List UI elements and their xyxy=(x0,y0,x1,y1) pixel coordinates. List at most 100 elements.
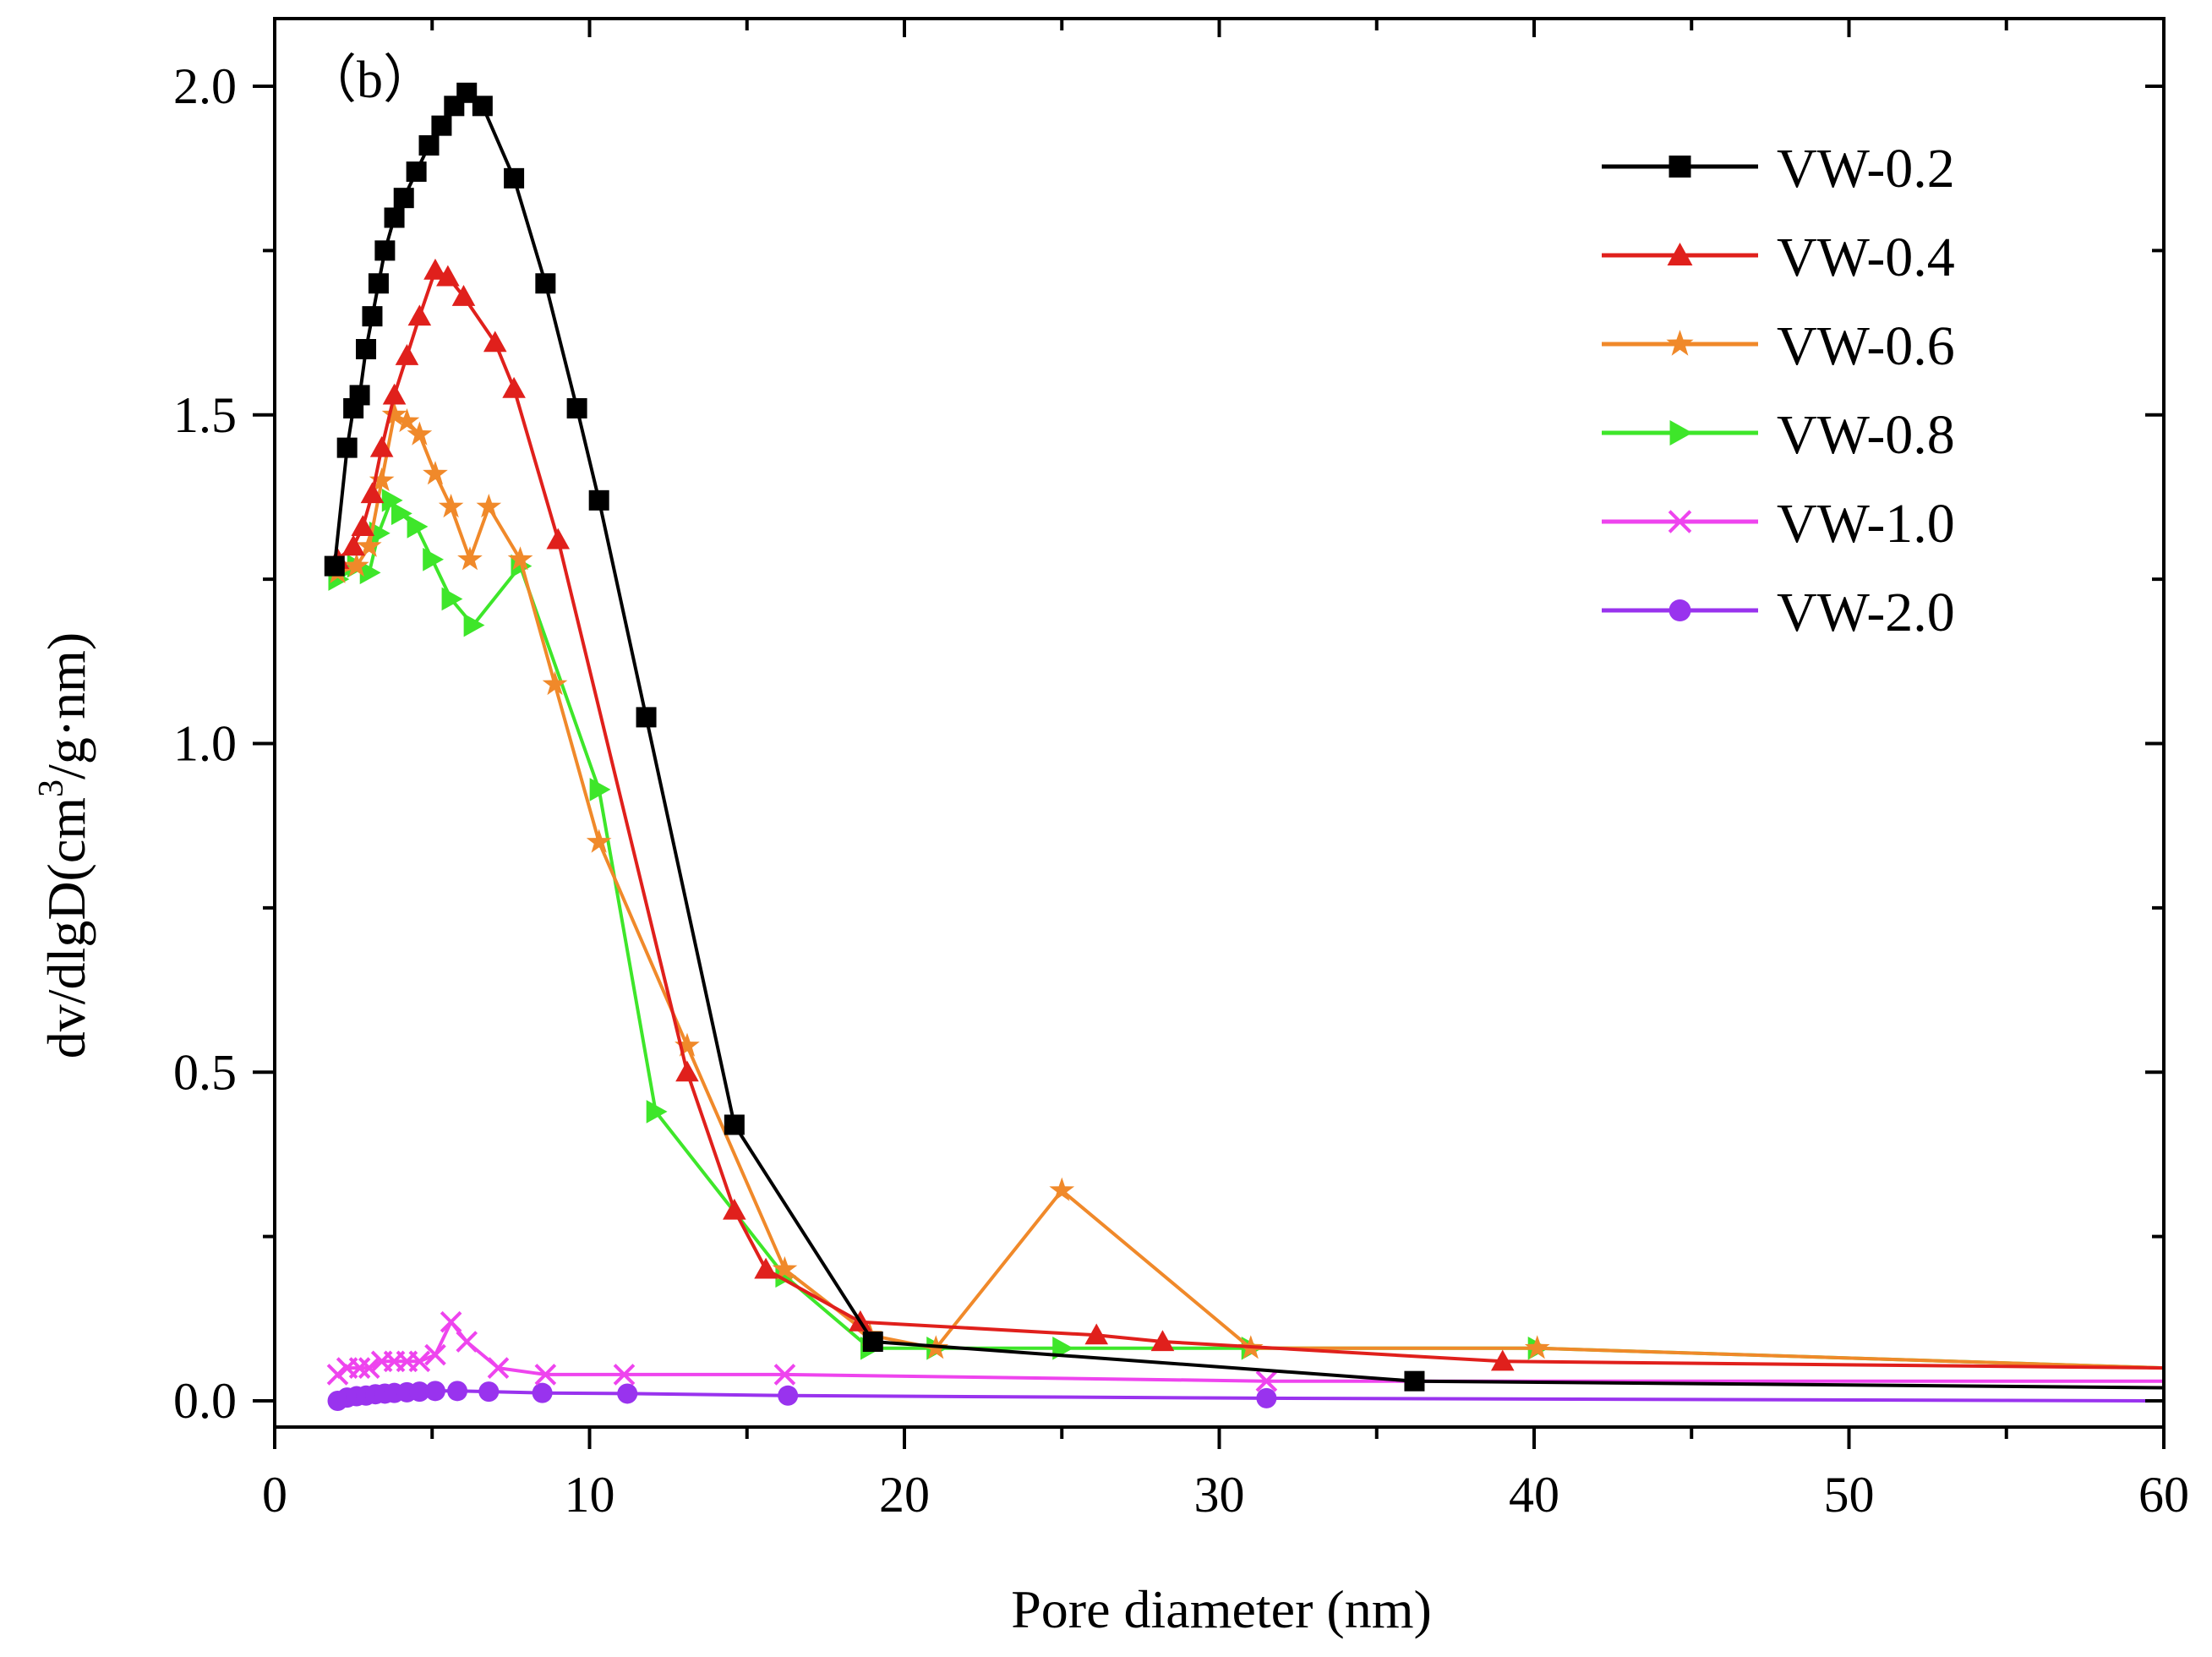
data-point-vw-0.6 xyxy=(407,421,433,446)
y-tick-label: 1.5 xyxy=(173,387,237,443)
legend-label: VW-0.6 xyxy=(1777,315,1955,377)
legend-label: VW-1.0 xyxy=(1777,493,1955,555)
legend-marker xyxy=(1669,420,1693,446)
data-point-vw-0.2 xyxy=(862,1332,883,1353)
series-line-vw-0.4 xyxy=(336,268,2164,1370)
data-point-vw-1.0 xyxy=(1255,1370,1278,1392)
data-point-vw-0.6 xyxy=(438,494,464,518)
data-point-vw-0.2 xyxy=(535,273,556,294)
y-axis-title-tail: /g·nm) xyxy=(36,632,96,779)
data-point-vw-0.2 xyxy=(374,240,396,261)
legend-marker xyxy=(1666,330,1694,356)
data-point-vw-0.4 xyxy=(423,258,447,280)
series-vw-1.0 xyxy=(326,1310,2164,1392)
data-point-vw-0.4 xyxy=(483,331,507,353)
x-tick-label: 20 xyxy=(879,1467,930,1523)
data-point-vw-0.2 xyxy=(349,385,370,406)
data-point-vw-2.0 xyxy=(617,1383,638,1404)
data-point-vw-0.6 xyxy=(675,1032,700,1057)
data-point-vw-0.4 xyxy=(675,1060,699,1082)
series-vw-0.2 xyxy=(324,82,2164,1392)
y-axis-title-superscript: 3 xyxy=(32,779,71,797)
y-axis-title: dv/dlgD(cm3/g·nm) xyxy=(32,632,96,1058)
y-tick-label: 1.0 xyxy=(173,716,237,772)
data-point-vw-0.4 xyxy=(451,285,476,306)
x-tick-label: 60 xyxy=(2138,1467,2189,1523)
data-point-vw-1.0 xyxy=(408,1350,431,1373)
data-point-vw-0.4 xyxy=(546,528,571,550)
data-point-vw-0.4 xyxy=(369,435,394,457)
x-tick-label: 0 xyxy=(262,1467,287,1523)
data-point-vw-2.0 xyxy=(424,1381,445,1402)
data-point-vw-0.2 xyxy=(384,207,405,228)
data-point-vw-0.8 xyxy=(423,548,445,571)
data-point-vw-2.0 xyxy=(532,1382,553,1403)
data-point-vw-1.0 xyxy=(358,1357,380,1379)
y-tick-label: 2.0 xyxy=(173,58,237,114)
data-point-vw-0.2 xyxy=(588,489,609,511)
data-point-vw-0.2 xyxy=(472,96,493,117)
data-point-vw-0.2 xyxy=(356,339,377,359)
legend-item-vw-0.2: VW-0.2 xyxy=(1602,138,1955,200)
data-point-vw-0.4 xyxy=(1490,1349,1515,1371)
data-point-vw-0.4 xyxy=(754,1257,778,1279)
legend-marker xyxy=(1669,599,1691,621)
legend-item-vw-1.0: VW-1.0 xyxy=(1602,493,1955,555)
data-point-vw-0.4 xyxy=(1084,1323,1109,1345)
data-point-vw-2.0 xyxy=(409,1381,430,1403)
axis-layer: 0 10 20 30 40 50 60 0.0 0.5 1.0 1.5 2.0 xyxy=(173,17,2189,1523)
y-tick-label: 0.5 xyxy=(173,1044,237,1100)
data-point-vw-1.0 xyxy=(440,1310,462,1333)
data-point-vw-0.4 xyxy=(395,343,419,365)
legend-marker xyxy=(1667,243,1693,265)
legend: VW-0.2 VW-0.4 VW-0.6 VW-0.8 VW-1.0 VW-2.0 xyxy=(1602,138,1955,643)
legend-item-vw-0.4: VW-0.4 xyxy=(1602,227,1955,288)
x-tick-label: 30 xyxy=(1194,1467,1245,1523)
plot-layer xyxy=(324,82,2164,1411)
legend-marker xyxy=(1669,156,1691,178)
legend-label: VW-0.2 xyxy=(1777,138,1955,200)
data-point-vw-0.2 xyxy=(393,188,414,209)
data-point-vw-0.6 xyxy=(457,546,483,571)
legend-label: VW-2.0 xyxy=(1777,582,1955,643)
legend-label: VW-0.4 xyxy=(1777,227,1955,288)
data-point-vw-1.0 xyxy=(456,1331,478,1353)
y-tick-label: 0.0 xyxy=(173,1373,237,1429)
data-point-vw-0.8 xyxy=(359,561,381,585)
data-point-vw-0.2 xyxy=(324,555,345,577)
data-point-vw-0.6 xyxy=(381,402,407,426)
data-point-vw-0.2 xyxy=(368,273,389,294)
data-point-vw-0.4 xyxy=(382,383,407,405)
data-point-vw-0.4 xyxy=(1150,1330,1175,1352)
data-point-vw-0.6 xyxy=(344,553,369,577)
data-point-vw-0.2 xyxy=(1404,1370,1425,1392)
data-point-vw-0.6 xyxy=(772,1255,798,1281)
data-point-vw-0.8 xyxy=(391,501,412,526)
data-point-vw-0.6 xyxy=(369,467,395,492)
data-point-vw-0.8 xyxy=(407,515,429,539)
data-point-vw-2.0 xyxy=(478,1381,500,1403)
data-point-vw-1.0 xyxy=(326,1364,349,1386)
data-point-vw-2.0 xyxy=(447,1381,468,1402)
data-point-vw-0.8 xyxy=(381,489,403,512)
data-point-vw-1.0 xyxy=(487,1357,510,1379)
data-point-vw-0.2 xyxy=(566,397,587,418)
data-point-vw-0.4 xyxy=(436,265,460,287)
x-tick-label: 40 xyxy=(1509,1467,1559,1523)
data-point-vw-0.4 xyxy=(723,1198,746,1220)
data-point-vw-0.6 xyxy=(1049,1177,1075,1201)
data-point-vw-0.6 xyxy=(586,828,612,853)
data-point-vw-0.4 xyxy=(502,376,526,398)
legend-item-vw-0.8: VW-0.8 xyxy=(1602,404,1955,466)
data-point-vw-0.2 xyxy=(336,437,358,458)
data-point-vw-0.4 xyxy=(360,482,385,504)
data-point-vw-1.0 xyxy=(348,1357,371,1379)
data-point-vw-0.8 xyxy=(441,587,463,611)
data-point-vw-0.6 xyxy=(1524,1335,1550,1359)
data-point-vw-0.6 xyxy=(356,533,382,557)
data-point-vw-2.0 xyxy=(778,1385,799,1406)
x-tick-label: 50 xyxy=(1824,1467,1875,1523)
data-point-vw-0.2 xyxy=(431,115,452,136)
data-point-vw-0.2 xyxy=(406,161,427,183)
